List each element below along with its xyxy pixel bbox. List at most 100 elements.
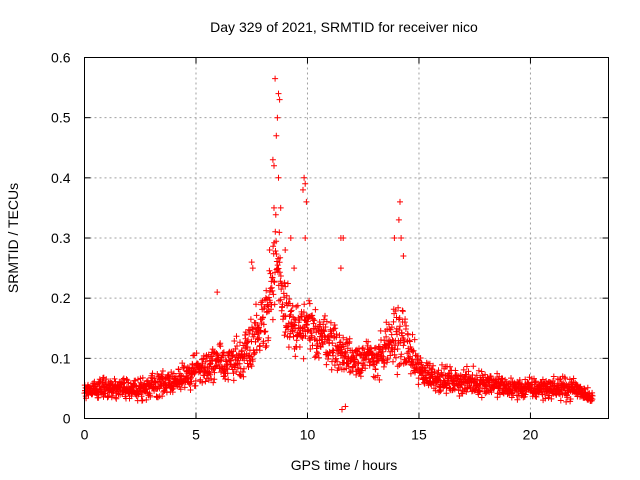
data-point — [437, 388, 444, 395]
data-point — [372, 344, 379, 351]
data-point — [269, 274, 276, 281]
data-point — [220, 349, 227, 356]
data-point — [323, 361, 330, 368]
data-point — [522, 391, 529, 398]
data-point — [409, 348, 416, 355]
data-point — [380, 363, 387, 370]
data-point — [460, 366, 467, 373]
data-point — [362, 365, 369, 372]
data-point — [447, 363, 453, 370]
data-point — [389, 337, 396, 344]
data-point — [328, 330, 335, 337]
data-point — [237, 339, 243, 346]
data-point — [360, 344, 366, 351]
data-point — [394, 331, 400, 338]
data-point — [332, 325, 339, 332]
data-point — [398, 235, 405, 241]
data-point — [285, 320, 292, 327]
data-point — [337, 265, 344, 272]
data-point — [278, 286, 285, 293]
data-point — [401, 339, 408, 345]
data-point — [296, 344, 303, 350]
data-point — [391, 235, 398, 241]
data-point — [542, 395, 549, 402]
y-tick-label: 0.6 — [51, 50, 71, 66]
data-point — [139, 397, 145, 404]
data-point — [564, 394, 571, 401]
data-point — [265, 334, 272, 341]
data-point — [289, 328, 296, 335]
data-point — [508, 375, 514, 382]
data-point — [230, 370, 237, 377]
data-point — [265, 294, 272, 301]
axis-ticks: 0 0.1 0.2 0.3 0.4 0.5 0.6 0 5 10 15 20 — [51, 50, 609, 443]
data-point — [254, 331, 261, 337]
data-point — [349, 349, 356, 356]
y-tick-label: 0.1 — [51, 350, 71, 366]
data-point — [397, 198, 403, 205]
data-point — [340, 334, 347, 341]
data-point — [426, 360, 433, 367]
data-point — [387, 326, 394, 333]
data-point — [299, 313, 305, 320]
data-point — [210, 379, 217, 386]
data-point — [406, 338, 413, 345]
data-point — [409, 331, 416, 338]
data-point — [270, 243, 277, 250]
data-point — [477, 388, 483, 395]
data-point — [380, 357, 387, 364]
data-point — [249, 265, 256, 272]
data-point — [410, 347, 417, 354]
data-point — [556, 376, 563, 383]
data-point — [248, 259, 255, 266]
data-point — [271, 301, 278, 308]
data-point — [330, 352, 337, 359]
data-point — [285, 344, 292, 351]
data-point — [269, 287, 276, 294]
data-point — [478, 368, 485, 375]
data-point — [287, 308, 294, 315]
data-point — [328, 366, 335, 373]
data-point — [275, 90, 282, 97]
data-point — [395, 304, 402, 311]
data-point — [334, 358, 341, 365]
data-point — [403, 322, 410, 329]
data-point — [224, 370, 231, 377]
data-point — [291, 316, 298, 323]
data-point — [342, 349, 349, 356]
data-point — [415, 375, 422, 382]
data-point — [589, 392, 596, 399]
data-point — [263, 342, 270, 349]
data-point — [304, 326, 311, 333]
data-point — [482, 371, 489, 378]
data-point — [275, 174, 282, 181]
data-point — [331, 362, 338, 369]
data-point — [228, 357, 235, 364]
data-point — [411, 336, 418, 343]
data-point — [475, 367, 482, 374]
data-point — [292, 353, 299, 360]
data-point — [279, 301, 286, 308]
data-point — [418, 359, 425, 366]
data-point — [222, 376, 229, 382]
data-point — [282, 247, 289, 253]
data-point — [111, 375, 118, 382]
data-point — [291, 265, 298, 272]
data-point — [170, 370, 177, 377]
data-point — [514, 396, 521, 403]
data-point — [459, 390, 466, 397]
data-point — [384, 355, 391, 362]
data-point — [289, 302, 296, 309]
data-point — [395, 216, 402, 223]
data-point — [277, 204, 284, 211]
data-point — [284, 280, 291, 287]
data-point — [286, 334, 293, 341]
data-point — [211, 376, 218, 383]
data-point — [277, 273, 284, 279]
data-point — [220, 353, 227, 359]
data-point — [318, 336, 325, 343]
data-point — [277, 254, 284, 261]
data-point — [275, 265, 282, 272]
data-point — [426, 375, 433, 382]
data-point — [342, 403, 349, 410]
